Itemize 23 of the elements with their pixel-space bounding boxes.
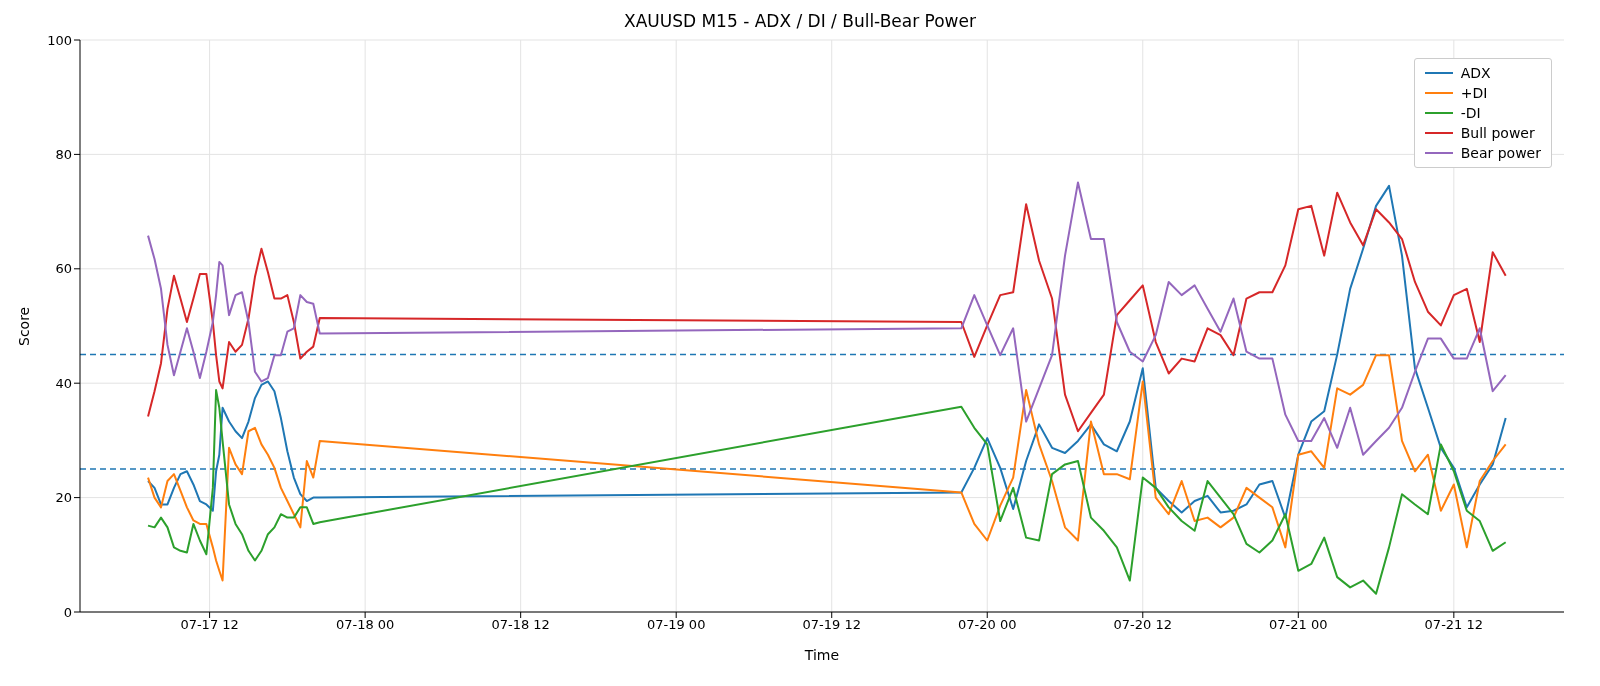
legend-label: -DI: [1460, 104, 1481, 123]
x-tick-label: 07-19 00: [646, 617, 706, 633]
x-tick-label: 07-18 12: [491, 617, 550, 633]
legend-label: ADX: [1460, 64, 1491, 83]
x-axis-title: Time: [803, 647, 840, 663]
y-tick-label: 20: [55, 490, 72, 506]
legend-label: Bear power: [1460, 144, 1541, 163]
legend-label: +DI: [1460, 84, 1488, 103]
y-tick-label: 100: [47, 32, 72, 48]
y-tick-label: 40: [55, 375, 72, 391]
x-tick-label: 07-21 12: [1424, 617, 1484, 633]
y-axis-title: Score: [15, 306, 32, 346]
x-tick-label: 07-20 00: [958, 617, 1017, 633]
x-tick-label: 07-19 12: [802, 617, 861, 633]
y-tick-label: 60: [55, 261, 72, 277]
x-tick-label: 07-17 12: [180, 617, 239, 633]
x-tick-label: 07-18 00: [335, 617, 395, 633]
y-tick-label: 80: [55, 147, 72, 163]
chart-title: XAUUSD M15 - ADX / DI / Bull-Bear Power: [623, 10, 977, 33]
legend-label: Bull power: [1460, 124, 1535, 143]
y-tick-label: 0: [63, 604, 72, 620]
x-tick-label: 07-20 12: [1113, 617, 1172, 633]
x-tick-label: 07-21 00: [1269, 617, 1328, 633]
